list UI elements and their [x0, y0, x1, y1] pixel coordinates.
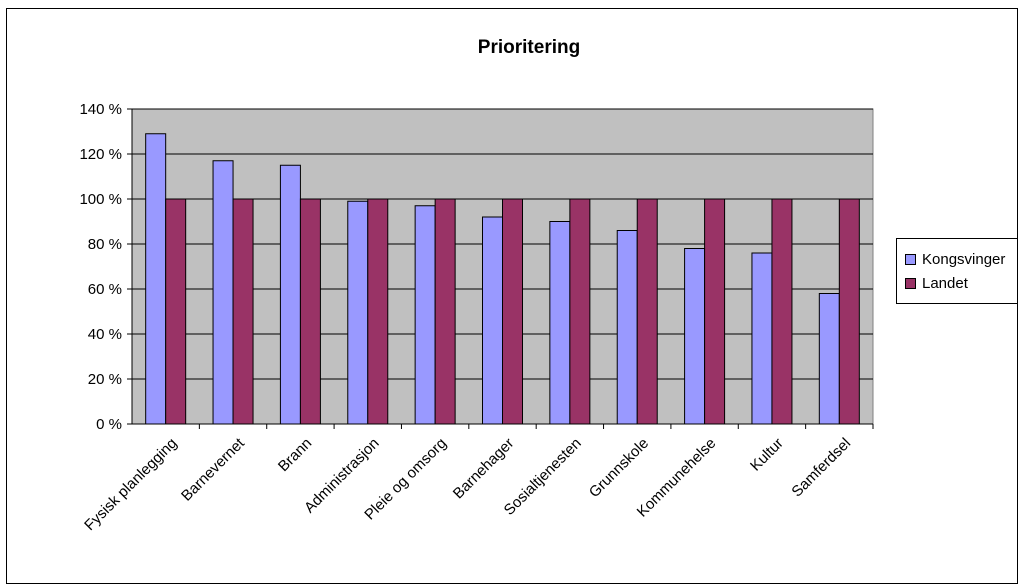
legend-item-kongsvinger: Kongsvinger [905, 251, 1005, 268]
legend-swatch-kongsvinger [905, 253, 916, 265]
x-tick-label: Barnehager [450, 435, 517, 502]
chart-frame: Prioritering 0 % 20 % 40 % 60 % 80 % 100 % 120… [6, 8, 1018, 584]
legend-item-landet: Landet [905, 275, 968, 292]
bar-landet-kultur [771, 198, 793, 425]
bar-kongsvinger-pleie-og-omsorg [414, 205, 436, 425]
bar-chart: Prioritering 0 % 20 % 40 % 60 % 80 % 100 % 120… [79, 37, 874, 534]
legend-swatch-landet [905, 277, 916, 289]
y-tick-label: 40 % [88, 326, 122, 343]
bar-kongsvinger-kommunehelse [684, 248, 706, 425]
bar-kongsvinger-fysisk-planlegging [145, 133, 167, 425]
bar-landet-administrasjon [367, 198, 389, 425]
bar-kongsvinger-grunnskole [616, 230, 638, 425]
bar-kongsvinger-barnevernet [212, 160, 234, 425]
bar-kongsvinger-administrasjon [347, 200, 369, 425]
y-tick-label: 80 % [88, 236, 122, 253]
bar-landet-brann [299, 198, 321, 425]
bar-landet-barnevernet [232, 198, 254, 425]
x-tick-label: Brann [275, 435, 315, 475]
x-tick-label: Samferdsel [788, 435, 854, 501]
bar-kongsvinger-brann [279, 164, 301, 425]
x-tick-label: Barnevernet [178, 434, 248, 504]
legend-label-kongsvinger: Kongsvinger [922, 251, 1006, 268]
bar-kongsvinger-barnehager [482, 216, 503, 425]
bar-landet-barnehager [502, 198, 523, 425]
bar-landet-samferdsel [838, 198, 860, 425]
x-tick-label: Fysisk planlegging [81, 435, 180, 534]
x-tick-label: Kultur [747, 435, 787, 475]
bar-landet-kommunehelse [704, 198, 726, 425]
bar-landet-sosialtjenesten [569, 198, 591, 425]
y-tick-label: 140 % [79, 101, 122, 118]
x-tick-label: Grunnskole [586, 435, 652, 501]
legend-label-landet: Landet [922, 275, 968, 292]
bar-kongsvinger-samferdsel [818, 293, 840, 425]
bar-landet-pleie-og-omsorg [434, 198, 456, 425]
bar-landet-fysisk-planlegging [165, 198, 187, 425]
y-tick-label: 120 % [79, 146, 122, 163]
bar-kongsvinger-kultur [751, 252, 773, 425]
y-tick-label: 20 % [88, 371, 122, 388]
bar-kongsvinger-sosialtjenesten [549, 221, 571, 425]
y-tick-label: 0 % [96, 416, 122, 433]
bar-landet-grunnskole [636, 198, 658, 425]
chart-title: Prioritering [478, 37, 580, 58]
chart-legend: Kongsvinger Landet [896, 238, 1017, 304]
y-tick-label: 100 % [79, 191, 122, 208]
y-tick-label: 60 % [88, 281, 122, 298]
